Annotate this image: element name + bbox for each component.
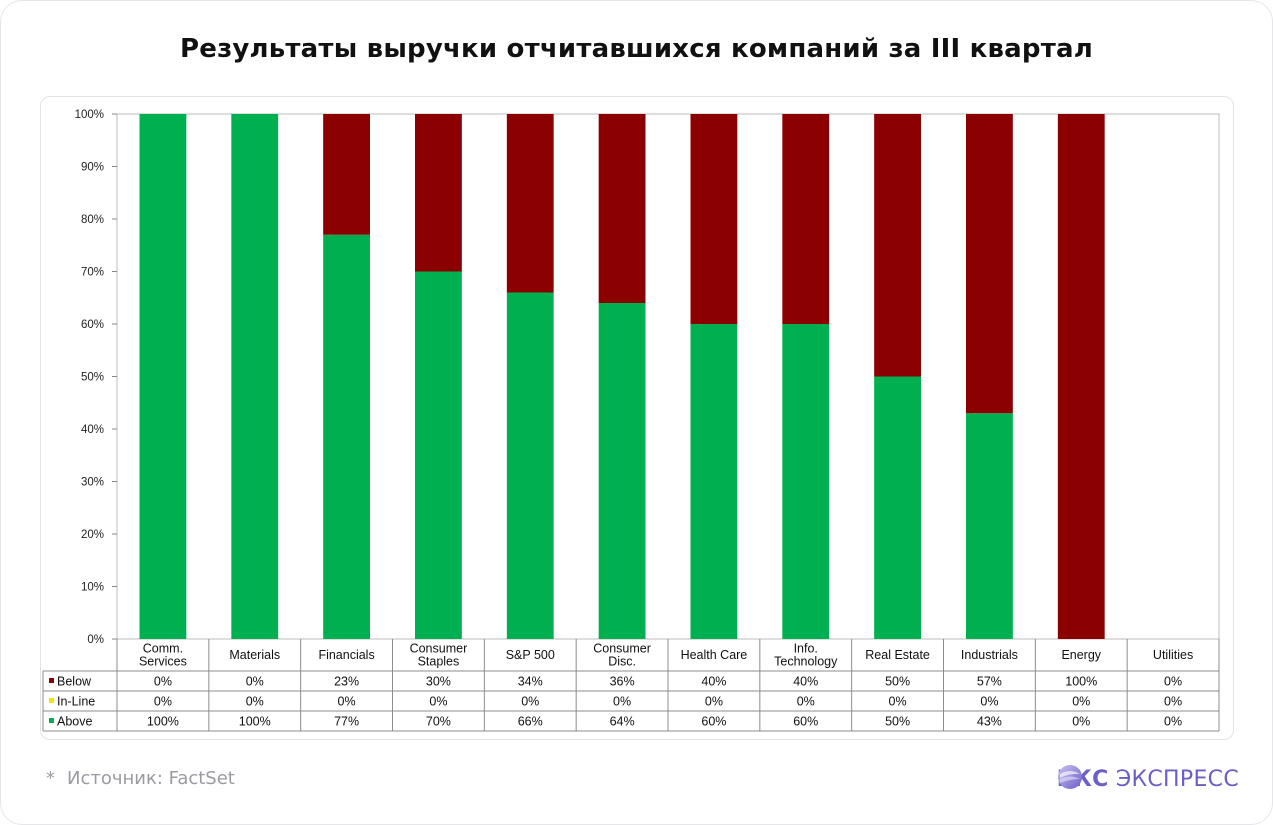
x-category-label: Materials — [229, 648, 280, 662]
x-category-label: Info. — [794, 642, 818, 656]
data-label: 40% — [793, 675, 818, 689]
data-label: 0% — [246, 695, 264, 709]
bar-above-2 — [323, 234, 371, 639]
data-label: 0% — [338, 695, 356, 709]
bar-below-9 — [965, 114, 1013, 414]
data-label: 0% — [521, 695, 539, 709]
data-label: 40% — [701, 675, 726, 689]
y-tick-label: 60% — [81, 319, 104, 331]
legend-label-below: Below — [57, 675, 92, 689]
x-category-label: Disc. — [608, 655, 636, 669]
x-category-label: Utilities — [1153, 648, 1193, 662]
y-tick-label: 10% — [81, 582, 104, 594]
legend-label-above: Above — [57, 715, 92, 729]
data-label: 100% — [147, 715, 179, 729]
y-tick-label: 0% — [87, 634, 104, 646]
y-tick-label: 40% — [81, 424, 104, 436]
data-label: 0% — [1072, 715, 1090, 729]
data-label: 100% — [239, 715, 271, 729]
data-label: 0% — [797, 695, 815, 709]
x-category-label: Energy — [1061, 648, 1101, 662]
bar-above-0 — [139, 114, 187, 639]
data-label: 0% — [1072, 695, 1090, 709]
y-tick-label: 20% — [81, 529, 104, 541]
bar-below-7 — [782, 114, 830, 324]
y-tick-label: 80% — [81, 214, 104, 226]
x-category-label: Consumer — [593, 642, 651, 656]
x-category-label: Real Estate — [865, 648, 930, 662]
bar-above-3 — [414, 271, 462, 639]
chart-title: Результаты выручки отчитавшихся компаний… — [179, 34, 1093, 64]
bar-below-6 — [690, 114, 738, 324]
data-label: 57% — [977, 675, 1002, 689]
legend-swatch-above — [49, 718, 54, 723]
data-label: 0% — [154, 675, 172, 689]
y-tick-label: 50% — [81, 372, 104, 384]
bar-below-10 — [1057, 114, 1105, 639]
x-category-label: S&P 500 — [506, 648, 555, 662]
source-note: * Источник: FactSet — [46, 768, 235, 789]
bar-above-1 — [231, 114, 279, 639]
data-label: 0% — [1164, 675, 1182, 689]
x-category-label: Comm. — [143, 642, 183, 656]
source-text: Источник: FactSet — [67, 768, 235, 789]
legend-swatch-in-line — [49, 698, 54, 703]
x-category-label: Financials — [318, 648, 374, 662]
data-label: 30% — [426, 675, 451, 689]
bar-above-5 — [598, 303, 646, 639]
bar-below-2 — [323, 114, 371, 235]
legend-swatch-below — [49, 678, 54, 683]
bar-above-7 — [782, 324, 830, 639]
data-label: 0% — [980, 695, 998, 709]
x-category-label: Consumer — [410, 642, 468, 656]
data-label: 34% — [518, 675, 543, 689]
data-label: 60% — [793, 715, 818, 729]
data-label: 50% — [885, 675, 910, 689]
data-label: 50% — [885, 715, 910, 729]
bar-below-4 — [506, 114, 554, 293]
data-label: 70% — [426, 715, 451, 729]
legend-label-in-line: In-Line — [57, 695, 95, 709]
data-label: 0% — [705, 695, 723, 709]
x-category-label: Health Care — [681, 648, 748, 662]
data-label: 36% — [610, 675, 635, 689]
bar-above-9 — [965, 413, 1013, 639]
data-label: 64% — [610, 715, 635, 729]
y-tick-label: 90% — [81, 162, 104, 174]
data-label: 0% — [1164, 715, 1182, 729]
bar-below-8 — [874, 114, 922, 377]
bar-above-8 — [874, 376, 922, 639]
x-category-label: Industrials — [961, 648, 1018, 662]
bar-above-6 — [690, 324, 738, 639]
data-label: 23% — [334, 675, 359, 689]
data-label: 100% — [1065, 675, 1097, 689]
brand-logo: БКС ЭКСПРЕСС — [1057, 764, 1239, 794]
data-label: 77% — [334, 715, 359, 729]
stacked-bar-chart: 0% 10% 20% 30% 40% 50% 60% 70% 80% 90% 100% Comm.Se… — [42, 109, 1220, 732]
x-category-label: Services — [139, 655, 187, 669]
bar-above-4 — [506, 292, 554, 639]
data-label: 60% — [701, 715, 726, 729]
data-label: 0% — [1164, 695, 1182, 709]
brand-sphere-icon — [1057, 765, 1082, 789]
data-label: 0% — [154, 695, 172, 709]
y-tick-label: 70% — [81, 267, 104, 279]
data-label: 0% — [889, 695, 907, 709]
data-label: 0% — [429, 695, 447, 709]
brand-light: ЭКСПРЕСС — [1115, 766, 1239, 792]
y-tick-label: 100% — [75, 109, 104, 121]
data-label: 43% — [977, 715, 1002, 729]
y-tick-label: 30% — [81, 477, 104, 489]
x-category-label: Technology — [774, 655, 838, 669]
data-label: 66% — [518, 715, 543, 729]
data-label: 0% — [613, 695, 631, 709]
data-label: 0% — [246, 675, 264, 689]
x-category-label: Staples — [418, 655, 460, 669]
plot-area — [116, 113, 1220, 640]
chart-container: 0% 10% 20% 30% 40% 50% 60% 70% 80% 90% 100% Comm. Se… — [40, 96, 1234, 740]
bar-below-5 — [598, 114, 646, 303]
bar-below-3 — [414, 114, 462, 272]
footnote-star: * — [46, 768, 55, 789]
